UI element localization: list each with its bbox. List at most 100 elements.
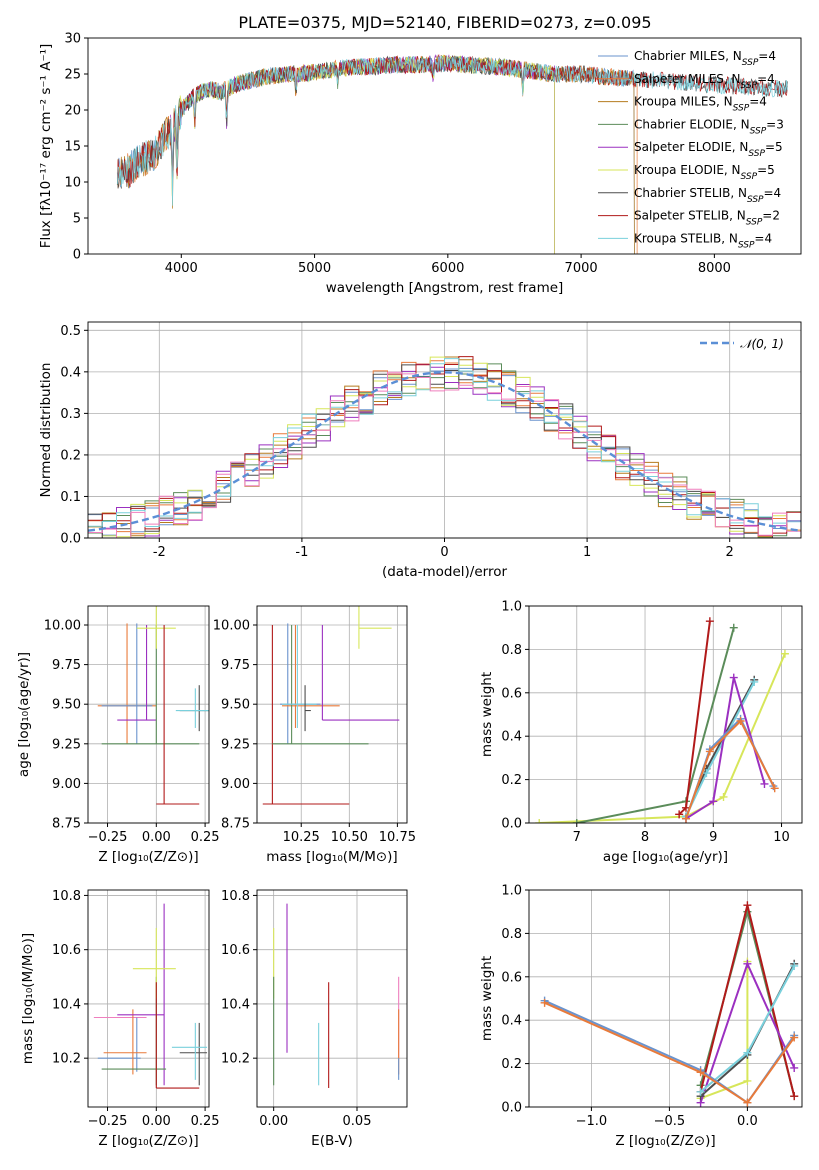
x-tick-label: -2 (153, 545, 166, 560)
y-tick-label: 10.6 (52, 943, 81, 958)
y-tick-label: 0.2 (60, 448, 81, 463)
axes-weight_vs_age: 7 8 9 10 0.0 0.2 0.4 0.6 0.8 1.0 age [log₁₀(age/yr… (479, 600, 803, 865)
legend-subscript: SSP (738, 240, 755, 250)
plot-area-weight_vs_Z (540, 901, 799, 1107)
x-axis-label: Z [log₁₀(Z/Z⊙)] (98, 1133, 198, 1149)
y-tick-label: 8.75 (52, 817, 81, 832)
axes-frame (87, 605, 210, 824)
plot-area-mass_vs_EBV (273, 903, 400, 1089)
weight-point-marker (743, 1048, 752, 1057)
y-tick-label: 1.0 (501, 884, 522, 899)
weight-point-marker (790, 1033, 799, 1042)
histogram-series (88, 358, 801, 527)
y-axis-label: Flux [fλ10⁻¹⁷ erg cm⁻² s⁻¹ A⁻¹] (38, 44, 54, 249)
x-tick-label: 0.05 (343, 1114, 372, 1129)
y-axis-label: mass [log₁₀(M/M⊙)] (20, 933, 36, 1064)
y-tick-label: 9.50 (52, 698, 81, 713)
axes-frame (256, 889, 408, 1108)
weight-point-marker (760, 779, 769, 788)
weight-point-marker (681, 814, 690, 823)
axes-age_vs_Z: −0.25 0.00 0.25 8.75 9.00 9.25 9.50 9.75 10.00 Z … (16, 605, 220, 865)
y-tick-label: 25 (64, 68, 81, 83)
y-tick-label: 10.00 (213, 619, 250, 634)
y-tick-label: 9.25 (52, 737, 81, 752)
y-tick-label: 20 (64, 104, 81, 119)
y-tick-label: 10.8 (52, 889, 81, 904)
weight-series-line (685, 677, 766, 820)
weight-point-marker (681, 803, 690, 812)
y-tick-label: 30 (64, 32, 81, 47)
x-axis-label: mass [log₁₀(M/M⊙)] (266, 849, 397, 865)
plot-area-residuals (88, 356, 801, 538)
x-tick-label: 10.50 (331, 830, 368, 845)
y-axis-label: age [log₁₀(age/yr)] (16, 652, 32, 777)
legend-value: =5 (757, 163, 775, 177)
weight-point-marker (696, 1087, 705, 1096)
weight-series-line (544, 1001, 796, 1105)
x-tick-label: 7 (573, 830, 581, 845)
x-tick-label: 0.00 (142, 830, 171, 845)
y-tick-label: 10.4 (52, 997, 81, 1012)
axes-frame (256, 605, 408, 824)
x-tick-label: 10.75 (379, 830, 416, 845)
y-tick-label: 10.00 (44, 619, 81, 634)
y-tick-label: 15 (64, 140, 81, 155)
y-tick-label: 10 (64, 176, 81, 191)
weight-point-marker (750, 677, 759, 686)
y-tick-label: 10.2 (221, 1052, 250, 1067)
plot-area-weight_vs_age (535, 617, 789, 823)
weight-point-marker (736, 717, 745, 726)
x-tick-label: 6000 (431, 261, 464, 276)
histogram-series (88, 364, 801, 538)
x-tick-label: −0.5 (654, 1114, 686, 1129)
weight-point-marker (790, 961, 799, 970)
plot-area-mass_vs_Z (93, 903, 208, 1089)
axes-age_vs_mass: 10.25 10.50 10.75 8.75 9.00 9.25 9.50 9.75 10.00… (213, 605, 416, 865)
x-axis-label: wavelength [Angstrom, rest frame] (326, 280, 564, 296)
y-tick-label: 9.00 (221, 777, 250, 792)
y-tick-label: 10.8 (221, 889, 250, 904)
legend-value: =2 (762, 209, 780, 223)
legend-subscript: SSP (741, 81, 758, 91)
y-tick-label: 0.2 (501, 773, 522, 788)
axes-weight_vs_Z: −1.0 −0.5 0.0 0.0 0.2 0.4 0.6 0.8 1.0 Z [log₁₀(Z/… (479, 884, 803, 1149)
y-axis-label: mass weight (479, 956, 495, 1041)
x-tick-label: 8 (641, 830, 649, 845)
weight-point-marker (790, 1063, 799, 1072)
plot-area-spectrum (116, 53, 788, 254)
x-tick-label: 10.25 (283, 830, 320, 845)
axes-frame (528, 605, 803, 824)
x-tick-label: 4000 (165, 261, 198, 276)
weight-point-marker (743, 901, 752, 910)
axes-frame (528, 889, 803, 1108)
y-tick-label: 9.00 (52, 777, 81, 792)
x-tick-label: 0.25 (191, 830, 220, 845)
legend-value: =4 (754, 231, 772, 245)
x-tick-label: 0.0 (737, 1114, 758, 1129)
weight-point-marker (743, 959, 752, 968)
x-tick-label: -1 (295, 545, 308, 560)
y-tick-label: 0.0 (501, 1101, 522, 1116)
y-tick-label: 9.75 (221, 658, 250, 673)
weight-point-marker (719, 792, 728, 801)
y-tick-label: 0.4 (501, 730, 522, 745)
axes-frame (87, 889, 210, 1108)
weight-point-marker (540, 998, 549, 1007)
y-tick-label: 10.4 (221, 997, 250, 1012)
x-axis-label: E(B-V) (311, 1133, 353, 1149)
weight-point-marker (729, 673, 738, 682)
legend-value: =4 (758, 49, 776, 63)
legend-value: =4 (749, 95, 767, 109)
y-tick-label: 9.25 (221, 737, 250, 752)
axes-mass_vs_EBV: 0.00 0.05 10.2 10.4 10.6 10.8 E(B-V) (221, 889, 408, 1149)
weight-point-marker (705, 617, 714, 626)
legend-subscript: SSP (747, 195, 764, 205)
y-tick-label: 0.4 (501, 1014, 522, 1029)
legend-value: =4 (757, 72, 775, 86)
spectrum-series-line (116, 53, 788, 188)
plot-area-age_vs_mass (262, 606, 400, 805)
legend-subscript: SSP (733, 104, 750, 114)
y-tick-label: 0.8 (501, 927, 522, 942)
y-tick-label: 0.2 (501, 1057, 522, 1072)
